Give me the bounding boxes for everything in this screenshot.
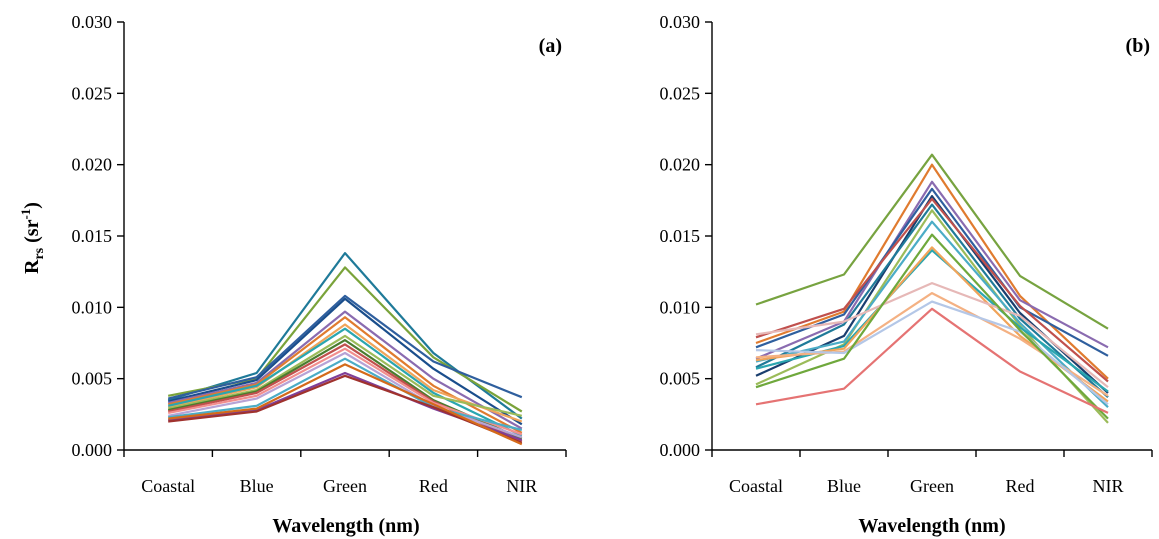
panel-b-series-line	[755, 197, 1109, 383]
panel-a-x-tick-label: Green	[323, 476, 367, 496]
panel-a-x-tick-label: Blue	[240, 476, 274, 496]
y-axis-title-unit-open: (sr	[21, 219, 43, 247]
y-axis-title-unit-close: )	[21, 202, 43, 209]
panel-b-series-line	[755, 307, 1109, 414]
panel-b-x-tick-label: Red	[1006, 476, 1035, 496]
panel-a-series-line	[167, 327, 523, 437]
panel-b-y-tick-label: 0.005	[660, 369, 701, 389]
panel-b-series-line	[755, 300, 1109, 406]
panel-a-y-tick-label: 0.010	[72, 297, 113, 317]
panel-a-series-line	[167, 334, 523, 417]
panel-b-y-tick-label: 0.020	[660, 155, 701, 175]
y-axis-title: Rrs (sr-1)	[18, 202, 47, 274]
y-axis-title-superscript: -1	[18, 209, 33, 220]
panel-a-series-line	[167, 297, 523, 426]
panel-b-x-tick-label: Green	[910, 476, 954, 496]
y-axis-title-subscript: rs	[32, 247, 47, 259]
panel-a-series-line	[167, 347, 523, 436]
panel-b: (b) Wavelength (nm) 0.000 0.005 0.010 0.015…	[660, 12, 1153, 537]
panel-a-y-tick-label: 0.020	[72, 155, 113, 175]
y-axis-title-main: R	[21, 259, 43, 274]
panel-a-series-line	[167, 351, 523, 439]
panel-a-y-tick-label: 0.000	[72, 440, 113, 460]
panel-b-x-tick-label: Coastal	[729, 476, 783, 496]
panel-b-series-line	[755, 292, 1109, 397]
panel-b-series-line	[755, 233, 1109, 420]
panel-a: (a) Wavelength (nm) 0.000 0.005 0.010 0.015…	[72, 12, 567, 537]
panel-a-label: (a)	[539, 35, 562, 57]
panel-b-series-line	[755, 209, 1109, 424]
panel-a-series-line	[167, 323, 523, 423]
panel-b-series-line	[755, 187, 1109, 357]
panel-b-y-tick-label: 0.025	[660, 83, 701, 103]
panel-a-x-tick-label: NIR	[506, 476, 537, 496]
panel-a-x-tick-label: Red	[419, 476, 448, 496]
panel-b-y-tick-label: 0.030	[660, 12, 701, 32]
panel-b-series-line	[755, 180, 1109, 360]
panel-b-x-tick-label: Blue	[827, 476, 861, 496]
panel-b-label: (b)	[1126, 35, 1150, 57]
panel-a-y-tick-label: 0.005	[72, 369, 113, 389]
panel-a-y-tick-label: 0.025	[72, 83, 113, 103]
panel-b-series-line	[755, 220, 1109, 408]
panel-a-x-axis-title: Wavelength (nm)	[272, 515, 419, 537]
panel-b-series-line	[755, 153, 1109, 330]
panel-b-x-tick-label: NIR	[1093, 476, 1124, 496]
panel-a-series-line	[168, 374, 523, 444]
panel-a-series-line	[168, 363, 523, 446]
panel-b-y-tick-label: 0.015	[660, 226, 701, 246]
panel-a-series-line	[167, 310, 523, 430]
panel-b-y-tick-label: 0.010	[660, 297, 701, 317]
panel-b-series-line	[755, 203, 1109, 399]
panel-a-series-line	[168, 357, 523, 432]
panel-b-y-tick-label: 0.000	[660, 440, 701, 460]
panel-b-series-line	[755, 282, 1109, 389]
panel-a-x-tick-label: Coastal	[141, 476, 195, 496]
panel-b-x-axis-title: Wavelength (nm)	[858, 515, 1005, 537]
panel-a-series-line	[167, 294, 523, 400]
panel-a-y-tick-label: 0.030	[72, 12, 113, 32]
panel-a-y-tick-label: 0.015	[72, 226, 113, 246]
